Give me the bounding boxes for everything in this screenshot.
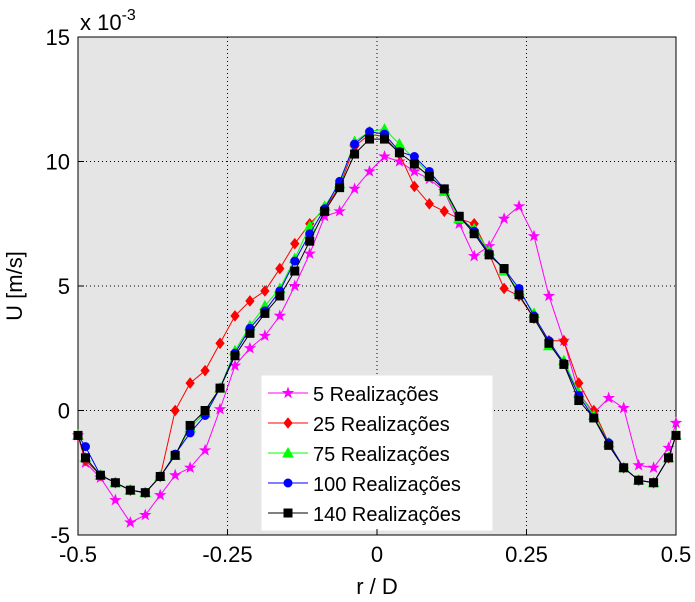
legend-label: 100 Realizações <box>313 474 461 496</box>
marker <box>74 431 82 439</box>
marker <box>530 314 538 322</box>
y-tick-label: 0 <box>58 399 70 424</box>
marker <box>590 414 598 422</box>
legend: 5 Realizações 25 Realizações 75 Realizaçõe… <box>262 376 492 530</box>
marker <box>410 160 418 168</box>
marker <box>605 441 613 449</box>
marker <box>261 309 269 317</box>
y-tick-label: 10 <box>46 150 70 175</box>
marker <box>216 384 224 392</box>
y-tick-label: 5 <box>58 274 70 299</box>
x-tick-label: -0.5 <box>59 542 97 567</box>
y-multiplier: x 10-3 <box>80 7 136 35</box>
marker <box>620 464 628 472</box>
marker <box>306 237 314 245</box>
y-tick-label: 15 <box>46 25 70 50</box>
marker <box>410 153 418 161</box>
marker <box>366 128 374 136</box>
marker <box>425 172 433 180</box>
marker <box>575 397 583 405</box>
marker <box>515 291 523 299</box>
multiplier-exponent: -3 <box>122 7 136 24</box>
marker <box>246 329 254 337</box>
x-tick-label: 0.25 <box>505 542 548 567</box>
legend-label: 140 Realizações <box>313 504 461 526</box>
marker <box>500 265 508 273</box>
marker <box>126 486 134 494</box>
marker <box>366 135 374 143</box>
marker <box>650 479 658 487</box>
marker <box>231 352 239 360</box>
marker <box>455 212 463 220</box>
marker <box>81 454 89 462</box>
marker <box>276 292 284 300</box>
marker <box>485 251 493 259</box>
marker <box>380 135 388 143</box>
marker <box>395 149 403 157</box>
marker <box>201 407 209 415</box>
marker <box>111 479 119 487</box>
marker <box>321 207 329 215</box>
legend-label: 25 Realizações <box>313 414 450 436</box>
marker <box>665 454 673 462</box>
marker <box>351 140 359 148</box>
marker <box>291 267 299 275</box>
x-tick-label: 0.5 <box>661 542 692 567</box>
x-axis-label: r / D <box>356 574 398 599</box>
marker <box>141 489 149 497</box>
y-axis-label: U [m/s] <box>2 251 27 321</box>
multiplier-base: x 10 <box>80 10 122 35</box>
marker <box>351 150 359 158</box>
marker <box>284 479 292 487</box>
marker <box>672 431 680 439</box>
marker <box>284 509 292 517</box>
marker <box>560 360 568 368</box>
x-tick-label: 0 <box>371 542 383 567</box>
marker <box>440 185 448 193</box>
marker <box>171 451 179 459</box>
x-tick-label: -0.25 <box>202 542 252 567</box>
marker <box>545 339 553 347</box>
legend-label: 75 Realizações <box>313 444 450 466</box>
marker <box>291 257 299 265</box>
marker <box>186 421 194 429</box>
marker <box>635 476 643 484</box>
marker <box>96 471 104 479</box>
marker <box>470 230 478 238</box>
marker <box>336 184 344 192</box>
marker <box>156 472 164 480</box>
legend-label: 5 Realizações <box>313 384 439 406</box>
